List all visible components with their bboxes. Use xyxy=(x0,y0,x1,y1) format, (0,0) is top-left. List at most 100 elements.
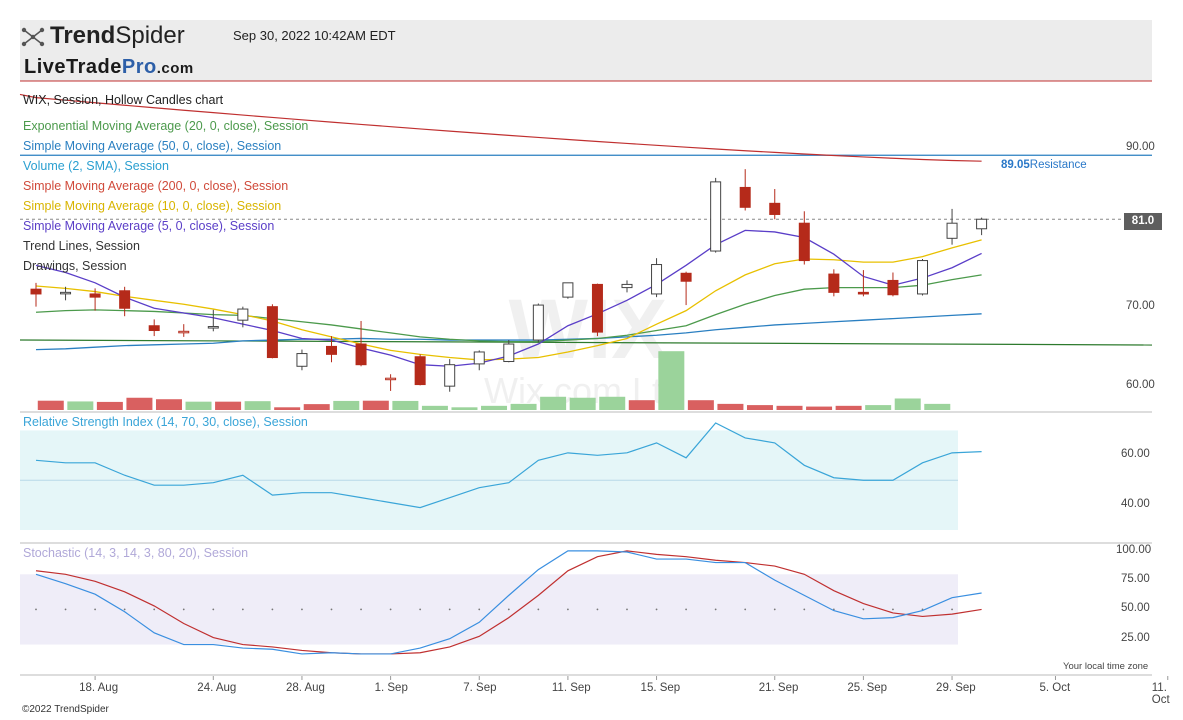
candle-body xyxy=(148,325,160,332)
volume-bar xyxy=(333,400,360,410)
stoch-midline-dot xyxy=(567,608,569,611)
volume-bar xyxy=(185,401,212,410)
volume-bar xyxy=(806,406,833,410)
candle-body xyxy=(769,202,781,215)
volume-bar xyxy=(155,399,182,410)
stoch-midline-dot xyxy=(951,608,953,611)
axis-tick-label: 60.00 xyxy=(1126,379,1155,392)
stoch-midline-dot xyxy=(803,608,806,611)
x-tick-label: 28. Aug xyxy=(285,682,325,694)
candle-body xyxy=(651,264,663,295)
volume-bar xyxy=(421,405,448,410)
volume-bar xyxy=(894,398,921,410)
volume-bar xyxy=(540,396,567,410)
x-tick-label: 11. Sep xyxy=(551,682,591,694)
volume-bar xyxy=(658,351,685,410)
legend-item[interactable]: Simple Moving Average (50, 0, close), Se… xyxy=(23,139,282,153)
axis-tick-label: 60.00 xyxy=(1121,448,1150,461)
volume-bar xyxy=(274,407,301,410)
stoch-midline-dot xyxy=(123,608,126,611)
legend-item[interactable]: Drawings, Session xyxy=(23,259,127,273)
stoch-midline-dot xyxy=(271,608,274,611)
legend-item[interactable]: Simple Moving Average (200, 0, close), S… xyxy=(23,179,289,193)
rsi-line xyxy=(35,422,982,509)
legend-item[interactable]: Simple Moving Average (10, 0, close), Se… xyxy=(23,199,282,213)
stoch-midline-dot xyxy=(153,608,156,611)
candle-body xyxy=(266,306,278,359)
candle-body xyxy=(739,186,751,208)
x-tick-label: 29. Sep xyxy=(936,682,976,694)
volume-bar xyxy=(481,405,508,410)
axis-tick-label: 70.00 xyxy=(1126,299,1155,312)
x-tick-label: 21. Sep xyxy=(758,682,799,694)
volume-bar xyxy=(628,400,655,410)
volume-bar xyxy=(510,403,537,410)
x-tick-label: 24. Aug xyxy=(197,682,237,694)
x-tick-label: 18. Aug xyxy=(79,682,119,694)
candle-body xyxy=(562,282,574,298)
candle-body xyxy=(887,279,899,296)
stoch-midline-dot xyxy=(773,608,776,611)
stoch-k-line xyxy=(35,550,982,655)
volume-bar xyxy=(96,401,123,410)
legend-item[interactable]: Exponential Moving Average (20, 0, close… xyxy=(23,119,309,133)
stoch-midline-dot xyxy=(360,608,362,611)
stoch-midline-dot xyxy=(301,608,303,611)
stoch-band xyxy=(20,574,958,645)
x-tick-label: 25. Sep xyxy=(847,682,888,694)
volume-bar xyxy=(303,404,330,410)
livetradepro-watermark: LiveTradePro.com xyxy=(24,56,194,78)
volume-bar xyxy=(717,403,744,410)
candle-body xyxy=(119,290,131,309)
stoch-midline-dot xyxy=(330,608,333,611)
candle-body xyxy=(917,260,928,295)
candle-body xyxy=(591,283,603,333)
axis-tick-label: 100.00 xyxy=(1116,543,1152,556)
stoch-midline-dot xyxy=(64,608,67,611)
stoch-title: Stochastic (14, 3, 14, 3, 80, 20), Sessi… xyxy=(23,546,249,560)
volume-bar xyxy=(599,396,626,410)
volume-bar xyxy=(865,405,892,410)
candle-body xyxy=(207,326,219,329)
candle-body xyxy=(89,293,101,298)
candle-body xyxy=(30,288,42,295)
stoch-midline-dot xyxy=(94,608,96,611)
trendspider-logo-icon xyxy=(21,27,45,47)
candle-body xyxy=(946,222,958,239)
trend-line xyxy=(19,339,1153,346)
x-tick-label: 15. Sep xyxy=(640,682,681,694)
candle-body xyxy=(680,272,692,282)
stoch-midline-dot xyxy=(862,608,865,611)
brand-name: TrendSpider xyxy=(50,22,185,49)
resistance-label: 89.05Resistance xyxy=(1001,159,1087,171)
volume-bar xyxy=(126,397,153,410)
stoch-midline-dot xyxy=(596,608,599,611)
candle-body xyxy=(857,291,869,295)
axis-tick-label: 75.00 xyxy=(1121,573,1150,586)
legend-item[interactable]: Trend Lines, Session xyxy=(23,239,140,253)
stoch-midline-dot xyxy=(389,608,392,611)
candle-body xyxy=(473,351,485,365)
candle-body xyxy=(60,291,72,295)
volume-bar xyxy=(746,405,773,410)
legend-item[interactable]: Simple Moving Average (5, 0, close), Ses… xyxy=(23,219,275,233)
axis-tick-label: 50.00 xyxy=(1121,602,1150,615)
stoch-midline-dot xyxy=(35,608,37,611)
header-bar xyxy=(20,20,1152,81)
local-time-label: Your local time zone xyxy=(1063,661,1149,672)
volume-bar xyxy=(244,401,271,410)
stoch-d-line xyxy=(35,550,982,655)
stoch-midline-dot xyxy=(626,608,628,611)
x-tick-label: 1. Sep xyxy=(374,682,408,694)
sma200-line xyxy=(19,93,982,162)
candle-body xyxy=(503,343,515,363)
candle-body xyxy=(532,304,544,341)
stoch-midline-dot xyxy=(892,608,894,611)
volume-bar xyxy=(215,401,242,410)
candle-body xyxy=(237,308,249,321)
stoch-midline-dot xyxy=(537,608,540,611)
legend-item[interactable]: Volume (2, SMA), Session xyxy=(23,159,169,173)
candle-body xyxy=(178,330,190,334)
volume-bar xyxy=(37,400,64,410)
